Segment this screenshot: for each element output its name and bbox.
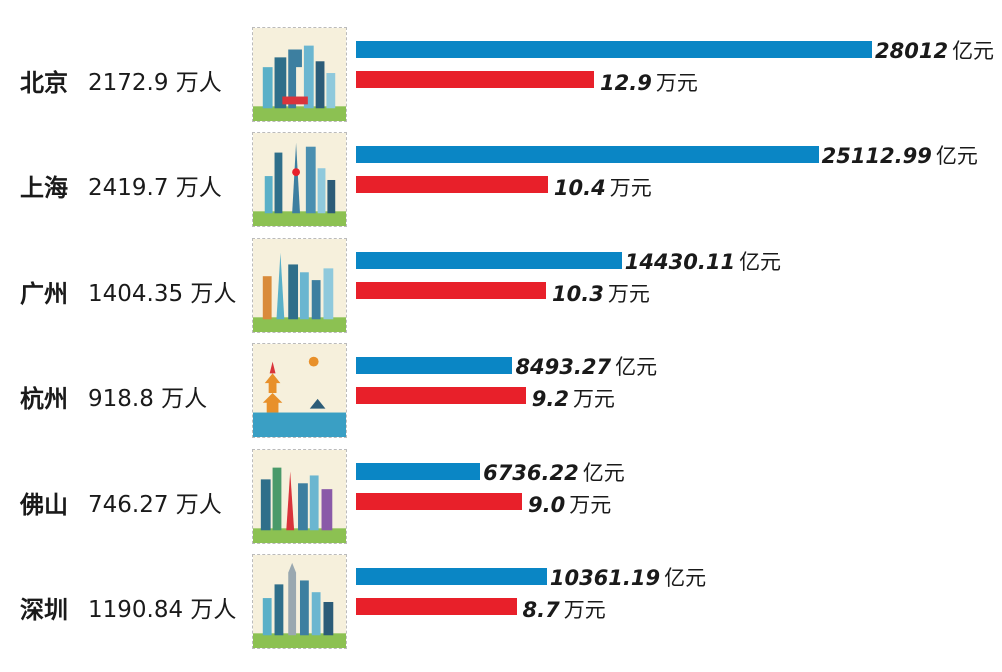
city-name-label: 上海 — [20, 174, 68, 202]
gdp-unit: 亿元 — [582, 461, 625, 485]
gdp-unit: 亿元 — [952, 39, 995, 63]
income-bar — [356, 493, 523, 510]
income-unit: 万元 — [609, 176, 652, 200]
income-bar — [356, 387, 526, 404]
foshan-skyline-icon — [252, 449, 347, 544]
income-value: 9.2 — [531, 387, 569, 411]
income-value-label: 10.4 万元 — [554, 172, 652, 202]
income-value-label: 8.7 万元 — [523, 594, 606, 624]
income-value-label: 12.9 万元 — [600, 67, 698, 97]
gdp-unit: 亿元 — [935, 144, 978, 168]
gdp-value-label: 28012 亿元 — [875, 35, 994, 65]
income-bar — [356, 71, 594, 88]
gdp-value: 10361.19 — [549, 566, 661, 590]
guangzhou-skyline-icon — [252, 238, 347, 333]
shenzhen-skyline-icon — [252, 554, 347, 649]
hangzhou-pagoda-icon — [252, 343, 347, 438]
income-value: 10.4 — [553, 176, 606, 200]
beijing-skyline-icon — [252, 27, 347, 122]
income-unit: 万元 — [569, 493, 612, 517]
gdp-bar — [356, 252, 622, 269]
gdp-bar — [356, 146, 819, 163]
population-label: 1190.84 万人 — [88, 597, 237, 623]
gdp-unit: 亿元 — [664, 566, 707, 590]
city-row: 佛山 746.27 万人 6736.22 亿元 9.0 万元 — [0, 449, 1002, 549]
gdp-value: 8493.27 — [515, 355, 612, 379]
city-name-label: 深圳 — [20, 596, 68, 624]
income-value: 12.9 — [600, 71, 652, 95]
population-label: 746.27 万人 — [88, 492, 222, 518]
income-value: 10.3 — [552, 282, 604, 306]
city-name-label: 北京 — [20, 69, 68, 97]
population-label: 918.8 万人 — [88, 386, 208, 412]
gdp-bar — [356, 463, 481, 480]
income-unit: 万元 — [607, 282, 650, 306]
city-row: 上海 2419.7 万人 25112.99 亿元 10.4 万元 — [0, 132, 1002, 232]
income-bar — [356, 282, 547, 299]
population-label: 2172.9 万人 — [88, 70, 222, 96]
gdp-value: 14430.11 — [624, 250, 736, 274]
gdp-bar — [356, 568, 547, 585]
gdp-unit: 亿元 — [615, 355, 658, 379]
gdp-bar — [356, 41, 872, 58]
gdp-value: 25112.99 — [821, 144, 932, 168]
shanghai-skyline-icon — [252, 132, 347, 227]
gdp-unit: 亿元 — [739, 250, 782, 274]
population-label: 2419.7 万人 — [88, 175, 222, 201]
income-unit: 万元 — [572, 387, 615, 411]
gdp-value: 6736.22 — [483, 461, 579, 485]
gdp-bar — [356, 357, 513, 374]
income-value: 9.0 — [528, 493, 566, 517]
gdp-value: 28012 — [875, 39, 949, 63]
city-row: 深圳 1190.84 万人 10361.19 亿元 8.7 万元 — [0, 554, 1002, 654]
city-row: 北京 2172.9 万人 28012 亿元 12.9 万元 — [0, 27, 1002, 127]
gdp-value-label: 8493.27 亿元 — [515, 351, 657, 381]
gdp-value-label: 10361.19 亿元 — [550, 562, 706, 592]
population-label: 1404.35 万人 — [88, 281, 237, 307]
gdp-value-label: 14430.11 亿元 — [625, 246, 781, 276]
income-unit: 万元 — [563, 598, 606, 622]
income-value-label: 9.0 万元 — [528, 489, 611, 519]
city-row: 杭州 918.8 万人 8493.27 亿元 9.2 万元 — [0, 343, 1002, 443]
income-bar — [356, 598, 517, 615]
city-name-label: 佛山 — [20, 491, 68, 519]
income-value-label: 9.2 万元 — [532, 383, 615, 413]
gdp-value-label: 6736.22 亿元 — [483, 457, 625, 487]
income-bar — [356, 176, 548, 193]
city-name-label: 杭州 — [20, 385, 68, 413]
income-value-label: 10.3 万元 — [552, 278, 650, 308]
income-value: 8.7 — [522, 598, 560, 622]
city-name-label: 广州 — [20, 280, 68, 308]
gdp-value-label: 25112.99 亿元 — [822, 140, 978, 170]
income-unit: 万元 — [655, 71, 698, 95]
city-row: 广州 1404.35 万人 14430.11 亿元 10.3 万元 — [0, 238, 1002, 338]
